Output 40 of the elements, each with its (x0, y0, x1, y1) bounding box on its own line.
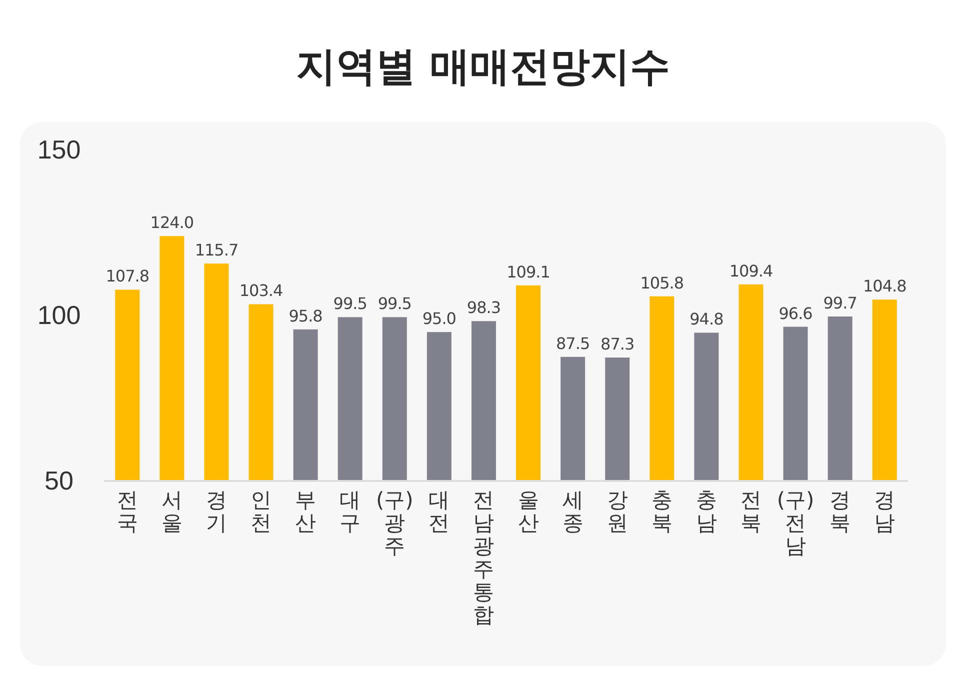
x-tick-label: 충남 (696, 488, 717, 535)
y-tick-label: 100 (37, 300, 81, 330)
data-label: 87.3 (600, 334, 634, 354)
x-tick-label: 인천 (250, 488, 272, 535)
x-tick-label: 경기 (206, 488, 227, 535)
data-label: 98.3 (466, 298, 501, 318)
data-label: 105.8 (640, 273, 684, 292)
x-tick-label: 강원 (606, 488, 628, 535)
y-tick-label: 50 (44, 465, 74, 496)
data-label: 124.0 (150, 213, 194, 232)
data-label: 96.6 (778, 304, 813, 323)
x-tick-label: 전국 (116, 488, 138, 535)
data-label: 99.5 (333, 294, 367, 314)
data-label: 87.5 (556, 334, 590, 353)
x-tick-label: (구)전남 (776, 488, 814, 558)
x-tick-label: 전남광주통합 (473, 488, 494, 627)
y-tick-label: 150 (37, 134, 81, 164)
chart-title: 지역별 매매전망지수 (296, 44, 670, 90)
x-tick-label: 부산 (295, 488, 316, 535)
x-tick-label: 대전 (428, 488, 450, 535)
x-tick-label: 경북 (830, 488, 851, 535)
data-label: 104.8 (862, 276, 907, 296)
data-label: 109.1 (506, 262, 550, 282)
x-tick-label: 대구 (340, 488, 361, 535)
data-label: 107.8 (106, 266, 150, 286)
x-tick-label: 울산 (518, 488, 539, 535)
x-tick-label: (구)광주 (376, 488, 414, 558)
data-label: 99.7 (823, 293, 857, 312)
data-label: 109.4 (729, 261, 773, 280)
x-tick-label: 세종 (562, 488, 584, 535)
data-label: 95.8 (288, 306, 323, 326)
data-label: 95.0 (422, 309, 456, 328)
x-tick-label: 서울 (161, 488, 182, 535)
x-tick-label: 경남 (874, 488, 896, 535)
data-label: 94.8 (690, 310, 724, 329)
x-tick-label: 전북 (740, 488, 762, 535)
data-label: 103.4 (239, 281, 283, 300)
x-tick-label: 충북 (651, 488, 672, 535)
data-label: 99.5 (378, 294, 412, 314)
data-label: 115.7 (194, 240, 238, 260)
